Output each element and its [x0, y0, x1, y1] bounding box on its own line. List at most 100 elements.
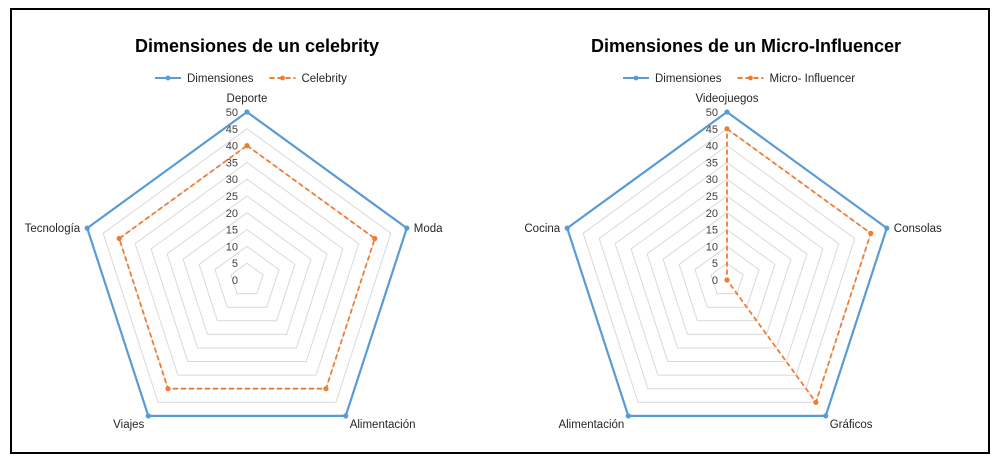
data-point [625, 413, 631, 419]
chart-title: Dimensiones de un Micro-Influencer [590, 36, 902, 56]
data-point [323, 386, 329, 392]
grid-ring [662, 212, 792, 335]
legend-label: Celebrity [301, 73, 347, 85]
legend-marker [280, 75, 285, 81]
grid-ring [198, 228, 296, 322]
tick-label: 25 [226, 191, 238, 203]
tick-label: 10 [226, 241, 238, 253]
legend-label: Dimensiones [187, 73, 254, 85]
grid-ring [150, 178, 344, 362]
grid-ring [86, 111, 408, 417]
radial-tick-labels: 0 5 10 15 20 25 30 35 40 45 50 [706, 107, 718, 287]
tick-label: 5 [232, 258, 238, 270]
data-point [724, 109, 730, 115]
legend-item-micro-influencer: Micro- Influencer [737, 73, 855, 85]
data-point [165, 386, 171, 392]
legend-marker [748, 75, 753, 81]
figure-frame: Dimensiones de un celebrity 0 5 10 15 20 25 30… [10, 8, 990, 454]
category-label-viajes: Viajes [113, 419, 144, 431]
data-point [884, 225, 890, 231]
data-point [244, 109, 250, 115]
chart-micro-influencer: Dimensiones de un Micro-Influencer 0 5 10 1… [502, 10, 990, 456]
legend-marker [633, 75, 639, 81]
tick-label: 0 [232, 275, 238, 287]
grid-ring [214, 245, 280, 308]
tick-label: 45 [226, 124, 238, 136]
grid-ring [598, 144, 856, 390]
series-dimensiones [564, 109, 890, 419]
data-point [813, 399, 819, 405]
category-label-consolas: Consolas [894, 223, 942, 235]
category-label-tecnologia: Tecnología [25, 223, 81, 235]
data-point [823, 413, 829, 419]
legend-label: Dimensiones [655, 73, 722, 85]
radial-tick-labels: 0 5 10 15 20 25 30 35 40 45 50 [226, 107, 238, 287]
tick-label: 25 [706, 191, 718, 203]
legend-item-dimensiones: Dimensiones [155, 73, 254, 85]
grid-ring [710, 262, 744, 295]
tick-label: 50 [706, 107, 718, 119]
data-point [724, 126, 730, 132]
tick-label: 10 [706, 241, 718, 253]
grid-ring [230, 262, 264, 295]
grid-ring [646, 195, 808, 349]
category-label-alimentacion: Alimentación [558, 419, 624, 431]
series-micro-influencer [724, 126, 874, 405]
category-labels: Deporte Moda Alimentación Viajes Tecnología [25, 93, 444, 431]
tick-label: 30 [226, 174, 238, 186]
tick-label: 5 [712, 258, 718, 270]
grid-ring [102, 128, 392, 403]
legend-marker [165, 75, 171, 81]
grid-ring [630, 178, 824, 362]
tick-label: 0 [712, 275, 718, 287]
tick-label: 40 [706, 141, 718, 153]
tick-label: 15 [706, 225, 718, 237]
series-line-celebrity [118, 144, 376, 390]
data-point [724, 277, 730, 283]
grid-ring [678, 228, 776, 322]
series-celebrity [116, 143, 378, 392]
chart-celebrity: Dimensiones de un celebrity 0 5 10 15 20 25 30… [12, 10, 502, 456]
chart-title: Dimensiones de un celebrity [134, 36, 380, 56]
series-dimensiones [84, 109, 410, 419]
grid-ring [694, 245, 760, 308]
category-labels: Videojuegos Consolas Gráficos Alimentación C… [524, 93, 942, 431]
tick-label: 35 [226, 157, 238, 169]
radar-grid [86, 111, 408, 417]
grid-ring [166, 195, 328, 349]
category-label-graficos: Gráficos [830, 419, 873, 431]
legend-label: Micro- Influencer [769, 73, 855, 85]
radar-plot-micro-influencer: 0 5 10 15 20 25 30 35 40 45 50 Videojuegos Consolas G… [524, 73, 942, 431]
tick-label: 15 [226, 225, 238, 237]
legend-item-dimensiones: Dimensiones [623, 73, 722, 85]
grid-ring [614, 161, 840, 376]
tick-label: 35 [706, 157, 718, 169]
data-point [868, 230, 874, 236]
category-label-alimentacion: Alimentación [350, 419, 416, 431]
data-point [244, 143, 250, 149]
tick-label: 40 [226, 141, 238, 153]
radar-plot-celebrity: 0 5 10 15 20 25 30 35 40 45 50 Deporte Moda Alimentac… [25, 73, 444, 431]
legend: Dimensiones Celebrity [155, 73, 347, 85]
data-point [145, 413, 151, 419]
category-label-deporte: Deporte [227, 93, 268, 105]
grid-ring [182, 212, 312, 335]
grid-ring [134, 161, 360, 376]
category-label-cocina: Cocina [524, 223, 560, 235]
data-point [116, 235, 122, 242]
category-label-moda: Moda [414, 223, 443, 235]
data-point [404, 225, 410, 231]
data-point [343, 413, 349, 419]
tick-label: 50 [226, 107, 238, 119]
data-point [372, 235, 378, 242]
series-line-dimensiones [566, 110, 888, 417]
tick-label: 45 [706, 124, 718, 136]
tick-label: 20 [226, 208, 238, 220]
tick-label: 20 [706, 208, 718, 220]
legend: Dimensiones Micro- Influencer [623, 73, 855, 85]
category-label-videojuegos: Videojuegos [695, 93, 758, 105]
legend-item-celebrity: Celebrity [269, 73, 347, 85]
series-line-dimensiones [86, 110, 408, 417]
tick-label: 30 [706, 174, 718, 186]
data-point [564, 225, 570, 231]
